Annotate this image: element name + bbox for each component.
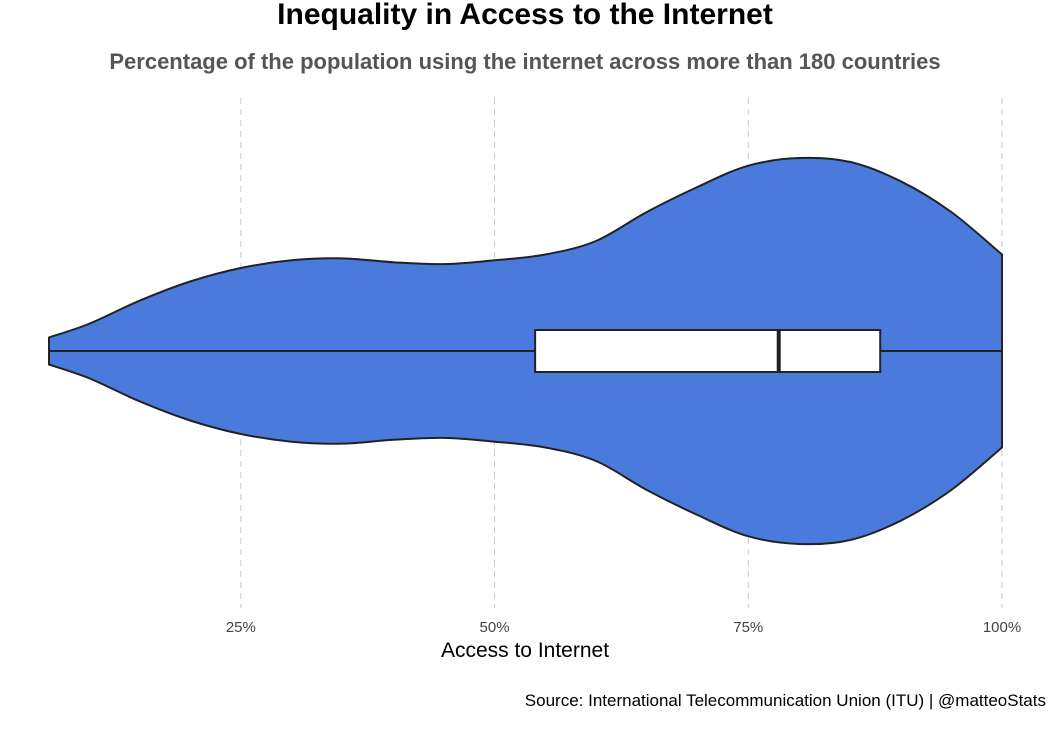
chart-subtitle: Percentage of the population using the i… [109,49,941,74]
boxplot [49,329,1002,373]
x-tick-label: 75% [733,619,763,636]
x-tick-label: 25% [226,619,256,636]
x-tick-label: 100% [983,619,1021,636]
boxplot-box [534,329,882,373]
x-tick-label: 50% [480,619,510,636]
x-axis-title: Access to Internet [441,639,609,662]
chart-title: Inequality in Access to the Internet [277,0,773,31]
x-axis-ticks: 25% 50% 75% 100% [226,619,1021,636]
chart-caption: Source: International Telecommunication … [524,691,1046,710]
